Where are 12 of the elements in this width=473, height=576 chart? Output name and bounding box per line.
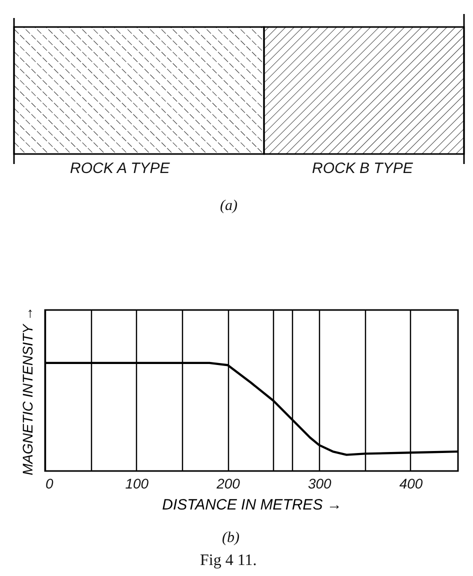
text: (b) (222, 530, 240, 547)
x-tick-label: 0 (46, 476, 54, 492)
caption: Fig 4 11. (200, 552, 257, 570)
text: (a) (220, 198, 238, 215)
x-tick-label: 300 (308, 476, 332, 492)
y-axis-title: MAGNETIC INTENSITY → (20, 306, 36, 476)
x-tick-label: 100 (125, 476, 149, 492)
x-tick-label: 400 (399, 476, 423, 492)
x-axis-title: DISTANCE IN METRES → (162, 496, 342, 514)
x-tick-label: 200 (216, 476, 240, 492)
text: ROCK A TYPE (70, 160, 170, 177)
text: ROCK B TYPE (312, 160, 413, 177)
